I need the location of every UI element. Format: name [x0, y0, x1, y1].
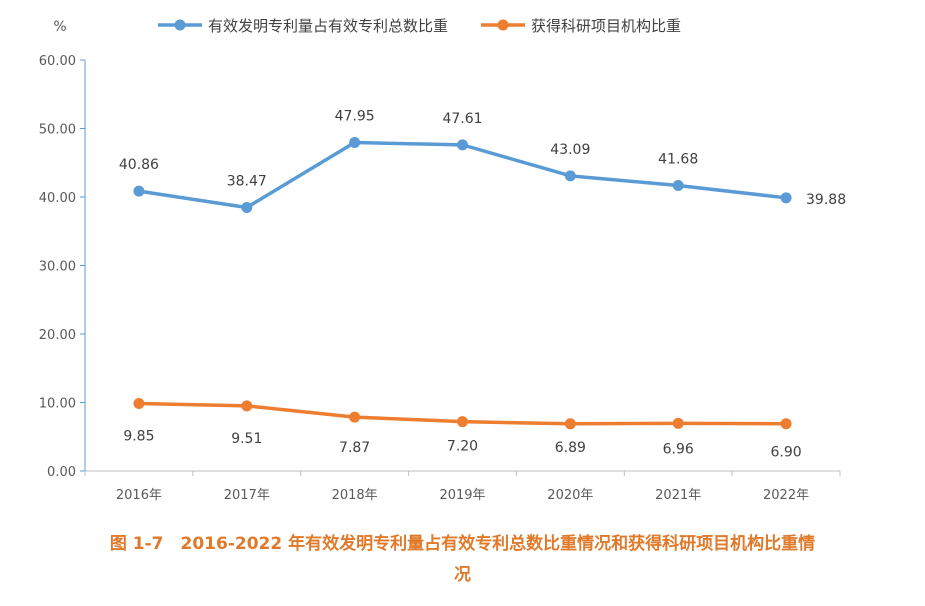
legend-swatch-marker: [174, 19, 186, 31]
data-point: [564, 170, 576, 182]
figure-caption-line-2: 况: [454, 565, 471, 585]
y-tick-label: 50.00: [39, 123, 76, 138]
data-point: [780, 418, 792, 430]
data-point: [349, 137, 361, 149]
data-point: [672, 179, 684, 191]
data-label: 38.47: [227, 173, 267, 189]
line-chart: % 有效发明专利量占有效专利总数比重 获得科研项目机构比重 0.00 10.00 20…: [39, 17, 846, 503]
data-point: [564, 418, 576, 430]
x-tick-label: 2020年: [547, 488, 593, 503]
figure-caption-line-1: 图 1-7 2016-2022 年有效发明专利量占有效专利总数比重情况和获得科研…: [109, 534, 816, 554]
data-label: 40.86: [119, 157, 159, 173]
y-tick-label: 40.00: [39, 191, 76, 206]
legend: 有效发明专利量占有效专利总数比重 获得科研项目机构比重: [158, 17, 681, 35]
series-2: 9.85 9.51 7.87 7.20 6.89 6.96 6.90: [123, 398, 802, 461]
data-label: 9.85: [123, 429, 154, 445]
y-tick-label: 0.00: [47, 465, 76, 480]
data-label: 47.95: [335, 109, 375, 125]
data-point: [133, 398, 145, 410]
data-label: 6.89: [555, 440, 586, 456]
legend-item-1: 有效发明专利量占有效专利总数比重: [158, 17, 448, 35]
x-tick-label: 2017年: [224, 488, 270, 503]
data-label: 39.88: [806, 192, 846, 208]
data-point: [672, 417, 684, 429]
x-tick-label: 2022年: [763, 488, 809, 503]
legend-item-2: 获得科研项目机构比重: [481, 17, 681, 35]
data-label: 9.51: [231, 431, 262, 447]
x-tick-label: 2018年: [332, 488, 378, 503]
y-tick-label: 30.00: [39, 260, 76, 275]
data-label: 47.61: [442, 111, 482, 127]
y-unit-label: %: [53, 19, 66, 35]
x-tick-label: 2016年: [116, 488, 162, 503]
data-point: [457, 416, 468, 428]
data-label: 43.09: [550, 142, 590, 158]
data-label: 6.96: [663, 441, 694, 457]
data-label: 41.68: [658, 151, 698, 167]
data-point: [241, 201, 253, 213]
y-tick-label: 10.00: [39, 397, 76, 412]
legend-label: 获得科研项目机构比重: [531, 17, 681, 35]
legend-label: 有效发明专利量占有效专利总数比重: [208, 17, 448, 35]
data-point: [349, 411, 361, 423]
series-1: 40.86 38.47 47.95 47.61 43.09 41.68 39.88: [119, 109, 846, 213]
x-tick-label: 2019年: [439, 488, 485, 503]
data-point: [133, 185, 145, 197]
y-tick-label: 60.00: [39, 54, 76, 69]
x-tick-label: 2021年: [655, 488, 701, 503]
data-label: 7.20: [447, 439, 478, 455]
legend-swatch-marker: [497, 19, 509, 31]
data-point: [457, 139, 468, 151]
data-label: 6.90: [770, 445, 801, 461]
data-point: [241, 400, 253, 412]
data-label: 7.87: [339, 440, 370, 456]
y-tick-label: 20.00: [39, 328, 76, 343]
data-point: [780, 192, 792, 204]
axes: 0.00 10.00 20.00 30.00 40.00 50.00 60.00 2016年 2…: [39, 54, 841, 503]
